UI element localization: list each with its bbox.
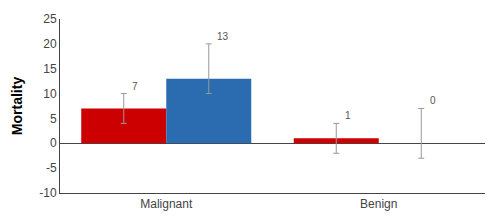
svg-text:0: 0 [50, 136, 57, 150]
svg-text:1: 1 [345, 110, 351, 121]
svg-text:15: 15 [43, 62, 57, 76]
svg-text:-5: -5 [46, 161, 57, 175]
svg-text:Mortality: Mortality [9, 77, 25, 136]
svg-text:13: 13 [217, 31, 229, 42]
svg-text:5: 5 [50, 112, 57, 126]
svg-text:Benign: Benign [360, 197, 397, 211]
svg-text:20: 20 [43, 37, 57, 51]
svg-text:25: 25 [43, 12, 57, 26]
svg-text:7: 7 [132, 81, 138, 92]
svg-text:-10: -10 [39, 186, 57, 200]
svg-text:Malignant: Malignant [140, 197, 193, 211]
svg-text:0: 0 [430, 95, 436, 106]
svg-text:10: 10 [43, 87, 57, 101]
